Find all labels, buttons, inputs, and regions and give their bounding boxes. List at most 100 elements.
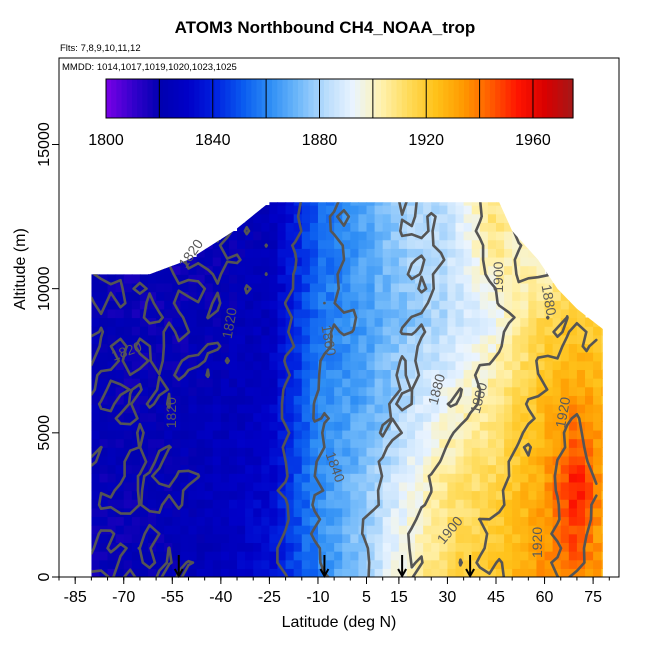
field-cell (156, 533, 165, 543)
field-cell (439, 455, 449, 466)
field-cell (439, 533, 449, 543)
field-cell (447, 256, 457, 267)
field-cell (309, 239, 319, 249)
field-cell (317, 378, 327, 388)
field-cell (520, 248, 529, 258)
field-cell (406, 421, 416, 431)
field-cell (423, 343, 432, 353)
field-cell (253, 559, 262, 569)
field-cell (447, 404, 457, 414)
field-cell (560, 551, 570, 561)
field-cell (326, 542, 335, 552)
field-cell (301, 308, 311, 319)
field-cell (358, 213, 368, 223)
field-cell (131, 386, 141, 396)
field-cell (228, 274, 238, 284)
y-tick-label: 10000 (36, 266, 53, 311)
contour-label: 1920 (552, 395, 573, 429)
field-cell (334, 334, 343, 345)
field-cell (593, 421, 602, 431)
field-cell (220, 265, 230, 275)
field-cell (374, 222, 384, 232)
field-cell (536, 265, 546, 275)
field-cell (504, 231, 513, 241)
field-cell (309, 213, 319, 223)
field-cell (487, 317, 497, 327)
field-cell (261, 369, 270, 379)
field-cell (374, 395, 384, 405)
field-cell (495, 421, 505, 431)
field-cell (131, 507, 141, 518)
field-cell (471, 559, 481, 569)
field-cell (479, 507, 489, 518)
field-cell (471, 525, 481, 535)
field-cell (326, 568, 335, 577)
field-cell (172, 334, 181, 345)
field-cell (196, 300, 206, 310)
field-cell (326, 369, 335, 379)
field-cell (245, 256, 254, 267)
field-cell (431, 559, 440, 569)
field-cell (277, 202, 287, 206)
field-cell (326, 516, 335, 526)
field-cell (463, 360, 473, 370)
field-cell (115, 360, 125, 370)
field-cell (512, 455, 521, 466)
field-cell (91, 421, 101, 431)
field-cell (261, 464, 270, 474)
field-cell (398, 525, 408, 535)
field-cell (366, 525, 376, 535)
colorbar-swatch (349, 79, 356, 118)
field-cell (228, 429, 238, 440)
field-cell (156, 447, 165, 457)
field-cell (269, 395, 279, 405)
field-cell (415, 490, 424, 500)
field-cell (471, 516, 481, 526)
field-cell (487, 265, 497, 275)
field-cell (220, 256, 230, 267)
contour-line-1940 (550, 413, 598, 577)
field-cell (269, 464, 279, 474)
field-cell (495, 395, 505, 405)
field-cell (301, 317, 311, 327)
field-cell (463, 239, 473, 249)
field-cell (552, 525, 562, 535)
field-cell (115, 438, 125, 448)
field-cell (593, 378, 602, 388)
field-cell (342, 274, 351, 284)
field-cell (576, 386, 586, 396)
field-cell (301, 202, 311, 206)
field-cell (220, 334, 230, 345)
field-cell (342, 499, 351, 509)
field-cell (317, 438, 327, 448)
field-cell (439, 499, 449, 509)
field-cell (447, 438, 457, 448)
field-cell (447, 308, 457, 319)
field-cell (398, 326, 408, 336)
field-cell (156, 438, 165, 448)
field-cell (285, 533, 295, 543)
field-cell (495, 551, 505, 561)
field-cell (487, 568, 497, 577)
field-cell (593, 343, 602, 353)
field-cell (471, 455, 481, 466)
field-cell (115, 274, 125, 284)
field-cell (601, 352, 603, 362)
field-cell (309, 274, 319, 284)
field-cell (309, 308, 319, 319)
field-cell (495, 438, 505, 448)
field-cell (415, 265, 424, 275)
field-cell (374, 213, 384, 223)
field-cell (415, 404, 424, 414)
field-cell (204, 248, 214, 258)
field-cell (285, 386, 295, 396)
field-cell (115, 308, 125, 319)
field-cell (601, 412, 603, 422)
field-cell (334, 222, 343, 232)
field-cell (544, 343, 554, 353)
field-cell (374, 202, 384, 206)
field-cell (536, 507, 546, 518)
field-cell (439, 378, 449, 388)
contour-label: 1860 (318, 324, 339, 358)
field-cell (479, 343, 489, 353)
